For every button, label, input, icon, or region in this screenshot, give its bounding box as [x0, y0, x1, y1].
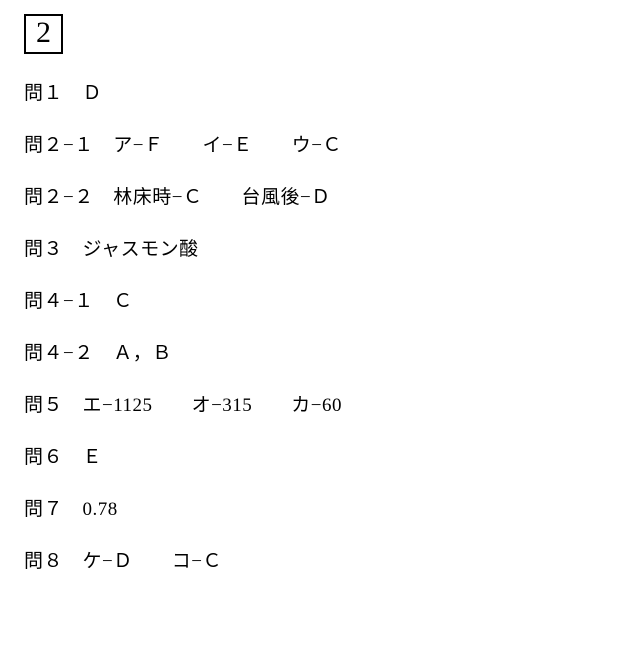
answer-segment: 0.78	[83, 499, 118, 520]
answer-segment: ウ−Ｃ	[292, 135, 342, 156]
question-label: 問２−２	[24, 187, 94, 208]
question-label: 問２−１	[24, 135, 94, 156]
answer-line: 問４−１ Ｃ	[24, 292, 614, 311]
answer-segment: イ−Ｅ	[202, 135, 252, 156]
answer-segment: ジャスモン酸	[83, 239, 199, 260]
answer-segment: Ａ，Ｂ	[113, 343, 172, 364]
answer-line: 問８ ケ−Ｄ コ−Ｃ	[24, 552, 614, 571]
answer-segment: 台風後−Ｄ	[241, 187, 330, 208]
question-label: 問４−２	[24, 343, 94, 364]
question-label: 問５	[24, 395, 63, 416]
question-label: 問８	[24, 551, 63, 572]
answer-line: 問４−２ Ａ，Ｂ	[24, 344, 614, 363]
section-number: 2	[36, 16, 51, 49]
answer-segment: Ｅ	[83, 447, 103, 468]
answer-segment: オ−315	[192, 395, 253, 416]
answer-segment: Ｃ	[113, 291, 133, 312]
section-number-box: 2	[24, 14, 63, 54]
answer-segment: 林床時−Ｃ	[113, 187, 202, 208]
answer-line: 問５ エ−1125 オ−315 カ−60	[24, 396, 614, 415]
question-label: 問３	[24, 239, 63, 260]
answer-line: 問３ ジャスモン酸	[24, 240, 614, 259]
answer-line: 問６ Ｅ	[24, 448, 614, 467]
answer-page: 2 問１ Ｄ 問２−１ ア−Ｆ イ−Ｅ ウ−Ｃ 問２−２ 林床時−Ｃ 台風後−Ｄ 問３…	[0, 0, 638, 591]
answer-segment: カ−60	[291, 395, 342, 416]
answer-segment: エ−1125	[83, 395, 153, 416]
answer-segment: ケ−Ｄ	[83, 551, 133, 572]
answer-line: 問７ 0.78	[24, 500, 614, 519]
question-label: 問４−１	[24, 291, 94, 312]
question-label: 問７	[24, 499, 63, 520]
question-label: 問６	[24, 447, 63, 468]
answer-line: 問１ Ｄ	[24, 84, 614, 103]
answer-segment: Ｄ	[83, 83, 103, 104]
answer-segment: ア−Ｆ	[113, 135, 163, 156]
question-label: 問１	[24, 83, 63, 104]
answer-line: 問２−１ ア−Ｆ イ−Ｅ ウ−Ｃ	[24, 136, 614, 155]
answer-lines: 問１ Ｄ 問２−１ ア−Ｆ イ−Ｅ ウ−Ｃ 問２−２ 林床時−Ｃ 台風後−Ｄ 問３ ジ…	[24, 84, 614, 571]
answer-segment: コ−Ｃ	[172, 551, 222, 572]
answer-line: 問２−２ 林床時−Ｃ 台風後−Ｄ	[24, 188, 614, 207]
